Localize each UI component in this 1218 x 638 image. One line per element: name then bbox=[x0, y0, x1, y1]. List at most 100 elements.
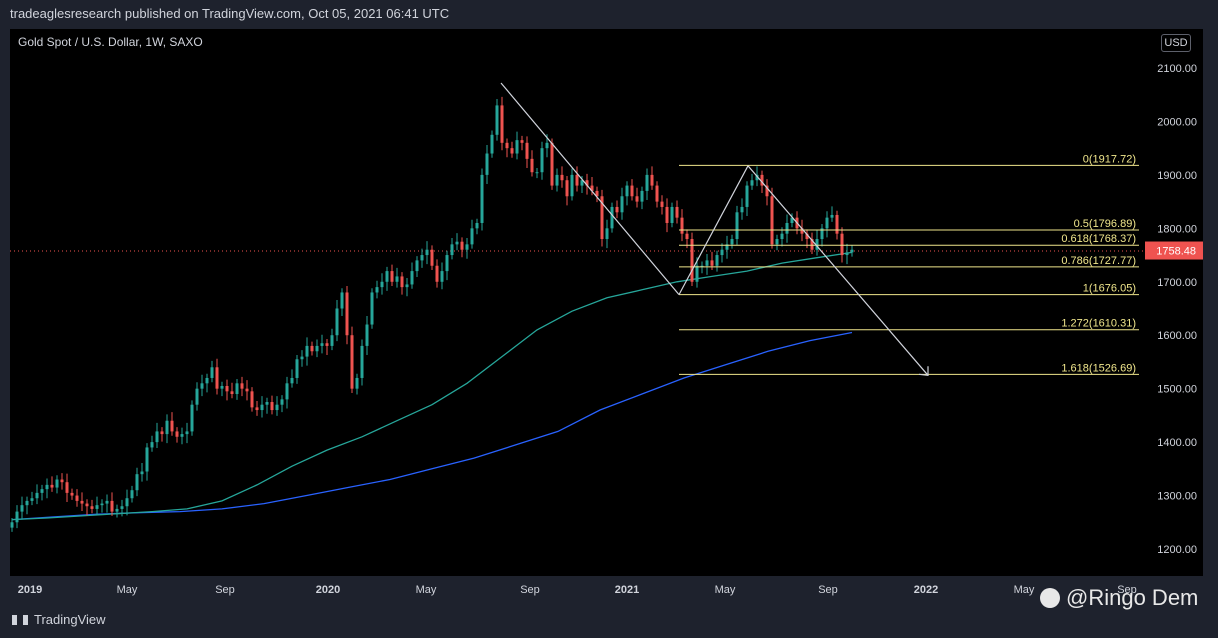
candle-body bbox=[295, 359, 299, 378]
trend-line bbox=[500, 82, 680, 295]
candle-body bbox=[720, 249, 724, 256]
candle-body bbox=[40, 489, 44, 493]
candle-body bbox=[155, 431, 159, 443]
candle-body bbox=[490, 134, 494, 154]
candle-body bbox=[815, 239, 819, 250]
candle-body bbox=[290, 377, 294, 384]
x-tick-label: Sep bbox=[1117, 584, 1137, 596]
candle-body bbox=[675, 206, 679, 218]
candle-body bbox=[755, 174, 759, 181]
candle-body bbox=[345, 292, 349, 336]
fib-level-label: 0.5(1796.89) bbox=[1074, 218, 1136, 230]
candle-body bbox=[565, 180, 569, 197]
candle-body bbox=[825, 217, 829, 229]
bottom-bar bbox=[0, 602, 1218, 638]
candle-body bbox=[655, 185, 659, 202]
candle-body bbox=[710, 260, 714, 266]
candle-body bbox=[335, 308, 339, 336]
candle-body bbox=[520, 140, 524, 143]
currency-badge[interactable]: USD bbox=[1161, 34, 1191, 52]
candle-body bbox=[790, 217, 794, 223]
candle-body bbox=[135, 474, 139, 491]
trend-arrowhead bbox=[918, 366, 929, 376]
candle-body bbox=[110, 500, 114, 512]
candle-body bbox=[80, 500, 84, 504]
candle-body bbox=[430, 249, 434, 266]
price-axis[interactable] bbox=[1145, 29, 1203, 576]
candle-body bbox=[650, 174, 654, 186]
candle-body bbox=[215, 367, 219, 389]
candle-body bbox=[95, 505, 99, 509]
candle-body bbox=[55, 479, 59, 488]
candle-body bbox=[830, 214, 834, 218]
ma-slow-line bbox=[11, 331, 853, 521]
candle-body bbox=[140, 471, 144, 475]
candle-body bbox=[30, 498, 34, 501]
tradingview-logo-icon bbox=[12, 614, 28, 625]
candle-body bbox=[220, 385, 224, 389]
candle-body bbox=[355, 377, 359, 389]
candle-body bbox=[260, 404, 264, 411]
tradingview-brand[interactable]: TradingView bbox=[12, 612, 106, 627]
candle-body bbox=[640, 190, 644, 202]
candle-body bbox=[845, 252, 849, 256]
candle-body bbox=[325, 343, 329, 346]
candle-body bbox=[665, 206, 669, 223]
candle-body bbox=[190, 404, 194, 432]
trend-lines bbox=[500, 82, 929, 376]
trend-line bbox=[747, 165, 929, 376]
author-watermark: @Ringo Dem bbox=[1040, 585, 1198, 611]
candle-body bbox=[475, 222, 479, 229]
candle-body bbox=[585, 180, 589, 186]
candle-body bbox=[480, 174, 484, 223]
candle-body bbox=[305, 345, 309, 357]
candle-body bbox=[150, 442, 154, 448]
candle-body bbox=[570, 174, 574, 197]
candle-body bbox=[445, 255, 449, 272]
chart-pane[interactable] bbox=[10, 29, 1145, 576]
candle-body bbox=[575, 174, 579, 186]
candle-body bbox=[730, 239, 734, 245]
candle-body bbox=[595, 190, 599, 197]
candle-body bbox=[25, 500, 29, 506]
publish-header: tradeaglesresearch published on TradingV… bbox=[10, 6, 450, 21]
candle-body bbox=[240, 383, 244, 389]
candle-body bbox=[20, 505, 24, 512]
candle-body bbox=[780, 233, 784, 240]
candle-body bbox=[785, 222, 789, 234]
candle-body bbox=[555, 174, 559, 186]
y-tick-label: 1600.00 bbox=[1157, 330, 1197, 342]
fib-level-label: 0(1917.72) bbox=[1083, 153, 1136, 165]
candle-body bbox=[320, 343, 324, 346]
candle-body bbox=[410, 271, 414, 285]
candle-body bbox=[35, 492, 39, 499]
symbol-title: Gold Spot / U.S. Dollar, 1W, SAXO bbox=[18, 35, 203, 49]
y-tick-label: 1900.00 bbox=[1157, 170, 1197, 182]
candle-body bbox=[725, 244, 729, 250]
candle-body bbox=[160, 431, 164, 435]
candle-body bbox=[820, 228, 824, 240]
candle-body bbox=[670, 206, 674, 223]
candle-body bbox=[250, 391, 254, 408]
x-tick-label: Sep bbox=[215, 584, 235, 596]
candle-body bbox=[65, 482, 69, 493]
last-price-label: 1758.48 bbox=[1145, 241, 1203, 260]
candle-body bbox=[685, 233, 689, 240]
candle-body bbox=[265, 402, 269, 405]
weibo-icon bbox=[1040, 588, 1060, 608]
candle-body bbox=[505, 142, 509, 149]
candle-body bbox=[580, 180, 584, 186]
candle-body bbox=[850, 249, 854, 253]
x-tick-label: May bbox=[416, 584, 437, 596]
candle-body bbox=[385, 271, 389, 282]
candle-body bbox=[115, 508, 119, 512]
candle-body bbox=[550, 142, 554, 186]
fib-extension: 0(1917.72) 0.5(1796.89) 0.618(1768.37) 0.78… bbox=[679, 153, 1139, 375]
candle-body bbox=[690, 239, 694, 282]
candle-body bbox=[200, 383, 204, 389]
candle-body bbox=[425, 249, 429, 256]
candle-body bbox=[245, 388, 249, 392]
candle-body bbox=[530, 158, 534, 173]
candle-body bbox=[495, 105, 499, 135]
